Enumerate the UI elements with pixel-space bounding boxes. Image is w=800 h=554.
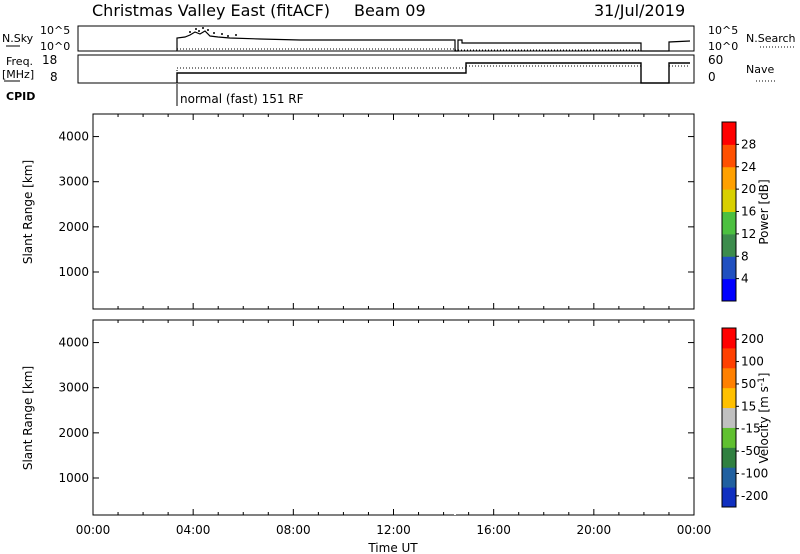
- velocity-colorbar-tick-label: 15: [741, 399, 756, 413]
- velocity-colorbar-segment: [722, 447, 736, 468]
- power-colorbar-segment: [722, 144, 736, 168]
- power-colorbar-segment: [722, 211, 736, 235]
- cpid-text: normal (fast) 151 RF: [180, 92, 304, 106]
- station-title: Christmas Valley East (fitACF): [92, 1, 330, 20]
- power-colorbar-tick-label: 12: [741, 227, 756, 241]
- velocity-x-axis: [92, 320, 695, 515]
- velocity-colorbar-segment: [722, 427, 736, 448]
- power-colorbar-label: Power [dB]: [757, 179, 771, 244]
- power-colorbar-segment: [722, 166, 736, 190]
- power-y-axis: 1000 2000 3000 4000: [58, 130, 694, 279]
- power-colorbar-segment: [722, 233, 736, 257]
- time-tick-label: 00:00: [677, 523, 712, 537]
- power-colorbar-segment: [722, 278, 736, 302]
- power-ytick-label: 4000: [58, 130, 89, 144]
- velocity-data: [177, 328, 691, 514]
- freq-label: Freq.: [6, 55, 33, 68]
- power-ytick-label: 1000: [58, 265, 89, 279]
- power-colorbar-tick-label: 4: [741, 272, 749, 286]
- velocity-colorbar-label: Velocity [m s-1]: [757, 373, 771, 464]
- freq-tick-top: 18: [42, 53, 57, 67]
- nsky-tick-top: 10^5: [40, 24, 70, 37]
- nave-line: [176, 65, 690, 84]
- velocity-ytick-label: 2000: [58, 426, 89, 440]
- power-ytick-label: 3000: [58, 175, 89, 189]
- freq-panel: Freq. [MHz] 18 8 60 0 Nave: [2, 53, 776, 84]
- nave-label: Nave: [746, 63, 774, 76]
- power-colorbar-tick-label: 28: [741, 137, 756, 151]
- beam-label: Beam 09: [354, 1, 426, 20]
- power-ylabel: Slant Range [km]: [21, 160, 35, 264]
- velocity-colorbar-tick-label: -200: [741, 489, 768, 503]
- velocity-colorbar-frame: [721, 327, 737, 508]
- velocity-colorbar-tick-label: 100: [741, 355, 764, 369]
- freq-tick-bottom: 8: [50, 70, 58, 84]
- nsky-line: [176, 30, 691, 52]
- power-x-axis: [92, 114, 695, 309]
- power-colorbar-segment: [722, 122, 736, 145]
- time-tick-label: 12:00: [376, 523, 411, 537]
- velocity-colorbar-segment: [722, 487, 736, 508]
- freq-line: [176, 62, 690, 84]
- velocity-colorbar-tick-label: 200: [741, 332, 764, 346]
- power-panel: Slant Range [km] 1000 2000 3000 4000 4 8 12 16…: [21, 113, 771, 310]
- nsearch-line: [177, 48, 641, 51]
- nave-tick-bottom: 0: [708, 70, 716, 84]
- nsky-label: N.Sky: [2, 32, 34, 45]
- velocity-colorbar-tick-label: -50: [741, 444, 761, 458]
- cpid-label: CPID: [6, 90, 35, 103]
- velocity-colorbar-segment: [722, 387, 736, 409]
- velocity-colorbar-segment: [722, 467, 736, 488]
- velocity-ytick-label: 4000: [58, 336, 89, 350]
- power-colorbar-tick-label: 24: [741, 160, 756, 174]
- velocity-plot-area: [92, 319, 695, 516]
- time-tick-label: 00:00: [76, 523, 111, 537]
- velocity-ytick-label: 3000: [58, 381, 89, 395]
- velocity-colorbar-tick-label: -100: [741, 466, 768, 480]
- date-label: 31/Jul/2019: [594, 1, 685, 20]
- time-tick-label: 08:00: [276, 523, 311, 537]
- velocity-colorbar: 200 100 50 15 -15 -50 -100 -200: [721, 327, 768, 508]
- nave-tick-top: 60: [708, 53, 723, 67]
- velocity-panel: Slant Range [km] 1000 2000 3000 4000 200 100…: [21, 319, 771, 516]
- velocity-colorbar-segment: [722, 328, 736, 349]
- nsky-scatter: [189, 27, 237, 37]
- velocity-colorbar-segment: [722, 347, 736, 369]
- time-axis-labels: 00:00 04:00 08:00 12:00 16:00 20:00 00:00: [76, 523, 712, 537]
- freq-unit-label: [MHz]: [2, 68, 34, 81]
- velocity-ytick-label: 1000: [58, 471, 89, 485]
- power-colorbar: 4 8 12 16 20 24 28: [721, 121, 756, 302]
- power-colorbar-tick-label: 16: [741, 205, 756, 219]
- velocity-colorbar-segment: [722, 407, 736, 428]
- nsearch-tick-bottom: 10^0: [708, 40, 738, 53]
- velocity-colorbar-segment: [722, 367, 736, 389]
- nsky-tick-bottom: 10^0: [40, 40, 70, 53]
- time-axis-title: Time UT: [367, 541, 418, 554]
- nsearch-label: N.Search: [746, 32, 796, 45]
- power-colorbar-segment: [722, 189, 736, 212]
- velocity-colorbar-tick-label: -15: [741, 422, 761, 436]
- power-colorbar-tick-label: 20: [741, 182, 756, 196]
- velocity-ylabel: Slant Range [km]: [21, 366, 35, 470]
- nsky-panel: N.Sky 10^5 10^0 10^5 10^0 N.Search: [2, 24, 796, 53]
- power-colorbar-tick-label: 8: [741, 249, 749, 263]
- time-tick-label: 16:00: [476, 523, 511, 537]
- cpid-row: CPID normal (fast) 151 RF: [6, 84, 304, 106]
- time-tick-label: 04:00: [176, 523, 211, 537]
- velocity-y-axis: 1000 2000 3000 4000: [58, 336, 694, 485]
- power-ytick-label: 2000: [58, 220, 89, 234]
- power-colorbar-segment: [722, 256, 736, 280]
- velocity-colorbar-tick-label: 50: [741, 377, 756, 391]
- time-tick-label: 20:00: [577, 523, 612, 537]
- nsearch-tick-top: 10^5: [708, 24, 738, 37]
